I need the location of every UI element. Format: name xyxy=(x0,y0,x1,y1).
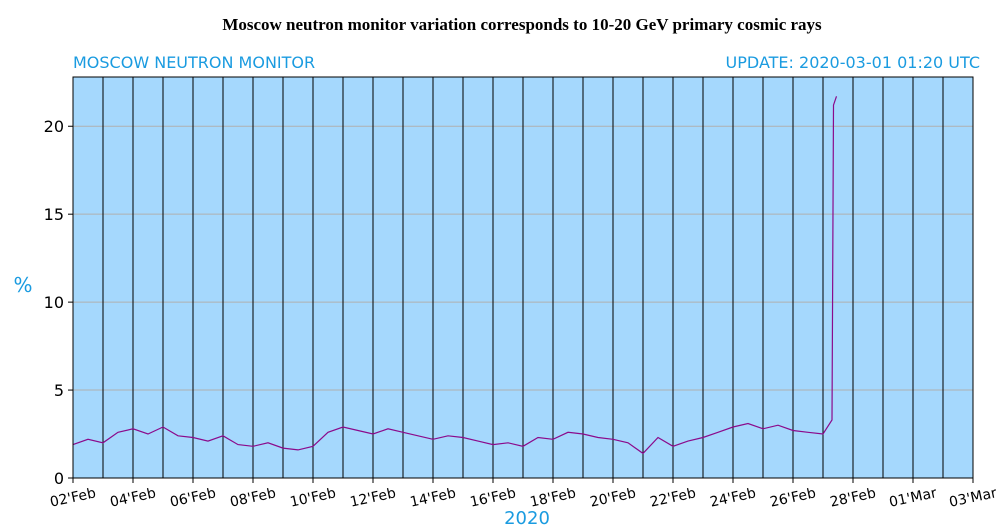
x-tick-label: 18'Feb xyxy=(529,485,578,510)
y-tick-label: 5 xyxy=(54,381,64,400)
chart-title: Moscow neutron monitor variation corresp… xyxy=(222,15,822,34)
x-tick-label: 12'Feb xyxy=(349,485,398,510)
x-tick-label: 06'Feb xyxy=(169,485,218,510)
x-tick-label: 20'Feb xyxy=(589,485,638,510)
x-tick-label: 10'Feb xyxy=(289,485,338,510)
x-tick-label: 28'Feb xyxy=(829,485,878,510)
plot-frame xyxy=(72,76,974,479)
y-tick-label: 10 xyxy=(44,293,64,312)
subtitle-left: MOSCOW NEUTRON MONITOR xyxy=(73,53,315,72)
x-tick-label: 24'Feb xyxy=(709,485,758,510)
subtitle-right: UPDATE: 2020-03-01 01:20 UTC xyxy=(726,53,980,72)
y-tick-label: 0 xyxy=(54,469,64,488)
x-tick-label: 01'Mar xyxy=(888,485,939,511)
x-tick-label: 04'Feb xyxy=(109,485,158,510)
x-axis-label: 2020 xyxy=(504,508,550,529)
x-tick-label: 26'Feb xyxy=(769,485,818,510)
x-tick-label: 02'Feb xyxy=(49,485,98,510)
x-tick-label: 16'Feb xyxy=(469,485,518,510)
y-tick-label: 20 xyxy=(44,117,64,136)
y-tick-label: 15 xyxy=(44,205,64,224)
data-line xyxy=(72,96,838,455)
x-tick-label: 03'Mar xyxy=(948,485,999,511)
x-tick-label: 14'Feb xyxy=(409,485,458,510)
x-tick-label: 08'Feb xyxy=(229,485,278,510)
x-tick-label: 22'Feb xyxy=(649,485,698,510)
y-axis-label: % xyxy=(13,273,32,297)
